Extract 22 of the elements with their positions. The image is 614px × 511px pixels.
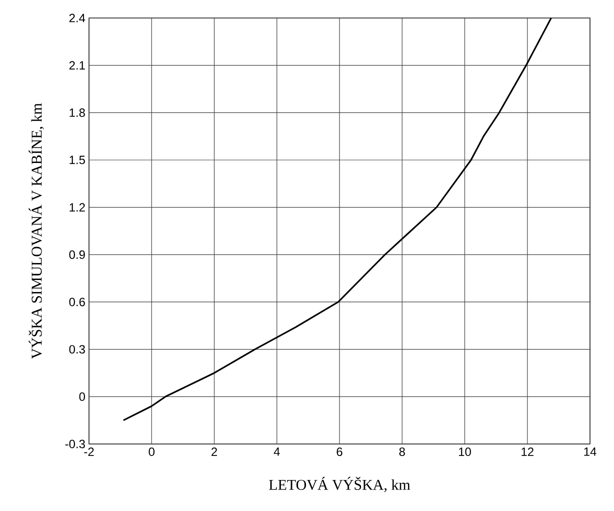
y-tick-label: 0 [79, 392, 86, 401]
x-tick-label: 10 [458, 448, 471, 456]
y-tick-label: -0.3 [65, 440, 85, 448]
y-tick-label: 2.4 [69, 14, 86, 22]
x-tick-label: 0 [148, 448, 154, 456]
y-tick-label: 2.1 [69, 61, 85, 70]
x-tick-label: -2 [84, 448, 94, 456]
x-tick-label: 2 [212, 448, 217, 456]
x-tick-label: 4 [274, 448, 280, 456]
x-tick-label: 12 [522, 448, 534, 456]
y-tick-label: 0.9 [69, 250, 85, 259]
y-axis-title: VÝŠKA SIMULOVANÁ V KABÍNE, km [28, 103, 44, 359]
x-tick-label: 14 [584, 448, 596, 456]
y-tick-label: 1.5 [70, 156, 85, 164]
x-axis-title: LETOVÁ VÝŠKA, km [269, 476, 410, 492]
line-series [122, 18, 552, 422]
x-tick-label: 6 [336, 448, 342, 456]
x-tick-label: 8 [399, 448, 405, 456]
y-tick-label: 0.3 [69, 345, 85, 354]
y-tick-label: 1.2 [70, 203, 85, 212]
y-tick-label: 0.6 [69, 298, 85, 306]
y-tick-label: 1.8 [70, 108, 85, 117]
